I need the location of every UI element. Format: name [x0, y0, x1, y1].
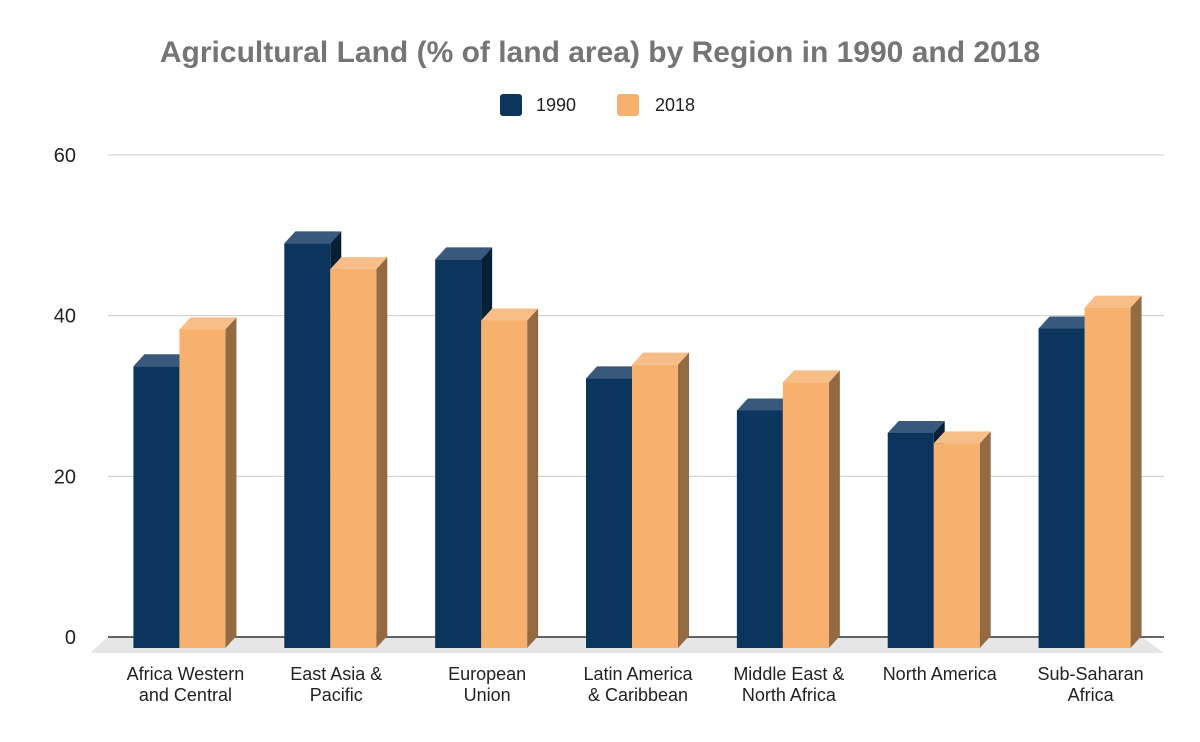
- y-tick-label: 0: [65, 627, 76, 649]
- bar-2018-2: [481, 308, 539, 648]
- bar-2018-6: [1084, 295, 1142, 648]
- bar-front: [330, 269, 377, 648]
- category-label: Africa Western and Central: [127, 664, 245, 705]
- bar-top: [736, 398, 794, 411]
- y-axis-ticks: 0 20 40 60: [54, 145, 76, 649]
- bar-top: [632, 352, 689, 365]
- bar-top: [586, 366, 643, 379]
- bar-front: [481, 320, 528, 648]
- bar-front: [179, 329, 226, 648]
- bar-2018-1: [330, 257, 388, 648]
- chart-title: Agricultural Land (% of land area) by Re…: [160, 36, 1040, 69]
- legend-swatch-2018: [617, 94, 639, 116]
- legend-label-1990: 1990: [536, 95, 576, 115]
- bar-top: [782, 370, 840, 383]
- bar-side: [678, 352, 689, 648]
- category-label: North America: [883, 664, 998, 684]
- bar-top: [284, 231, 342, 244]
- y-tick-label: 20: [54, 466, 76, 488]
- bar-top: [435, 247, 493, 260]
- category-label: East Asia & Pacific: [290, 664, 382, 705]
- bar-front: [632, 364, 678, 648]
- bar-side: [376, 257, 388, 648]
- category-label: Latin America & Caribbean: [583, 664, 693, 705]
- bar-top: [330, 257, 388, 270]
- bar-top: [179, 317, 237, 330]
- bar-side: [527, 308, 539, 648]
- bar-front: [586, 378, 632, 648]
- y-tick-label: 60: [54, 145, 76, 167]
- bar-front: [435, 259, 482, 648]
- bar-front: [736, 410, 783, 648]
- bar-top: [481, 308, 539, 321]
- category-label: European Union: [448, 664, 526, 705]
- bar-front: [1084, 307, 1131, 648]
- bar-side: [979, 431, 991, 648]
- legend-label-2018: 2018: [655, 95, 695, 115]
- bar-2018-5: [933, 431, 991, 648]
- bar-front: [933, 443, 980, 648]
- bar-front: [887, 432, 934, 648]
- y-tick-label: 40: [54, 306, 76, 328]
- bar-front: [782, 382, 829, 648]
- bar-side: [1130, 295, 1142, 648]
- bar-top: [933, 431, 991, 444]
- bar-2018-0: [179, 317, 237, 648]
- legend-swatch-1990: [500, 94, 522, 116]
- bar-top: [1038, 316, 1096, 329]
- bar-2018-3: [632, 352, 689, 648]
- bar-front: [133, 366, 180, 648]
- bar-top: [133, 354, 191, 367]
- category-label: Sub-Saharan Africa: [1038, 664, 1144, 705]
- bar-front: [1038, 328, 1085, 648]
- bars: [133, 231, 1142, 648]
- bar-top: [887, 420, 945, 433]
- bar-side: [225, 317, 237, 648]
- legend: 1990 2018: [500, 94, 695, 116]
- category-labels: Africa Western and Central East Asia & Paci…: [127, 664, 1144, 705]
- bar-2018-4: [782, 370, 840, 648]
- bar-front: [284, 243, 331, 648]
- bar-side: [828, 370, 840, 648]
- bar-top: [1084, 295, 1142, 308]
- category-label: Middle East & North Africa: [733, 664, 844, 705]
